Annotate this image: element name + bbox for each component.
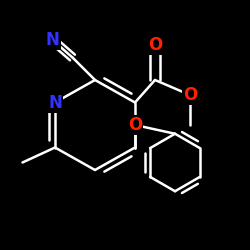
Text: O: O xyxy=(183,86,197,104)
Text: O: O xyxy=(148,36,162,54)
Text: N: N xyxy=(46,31,60,49)
Text: N: N xyxy=(48,94,62,112)
Text: O: O xyxy=(128,116,142,134)
